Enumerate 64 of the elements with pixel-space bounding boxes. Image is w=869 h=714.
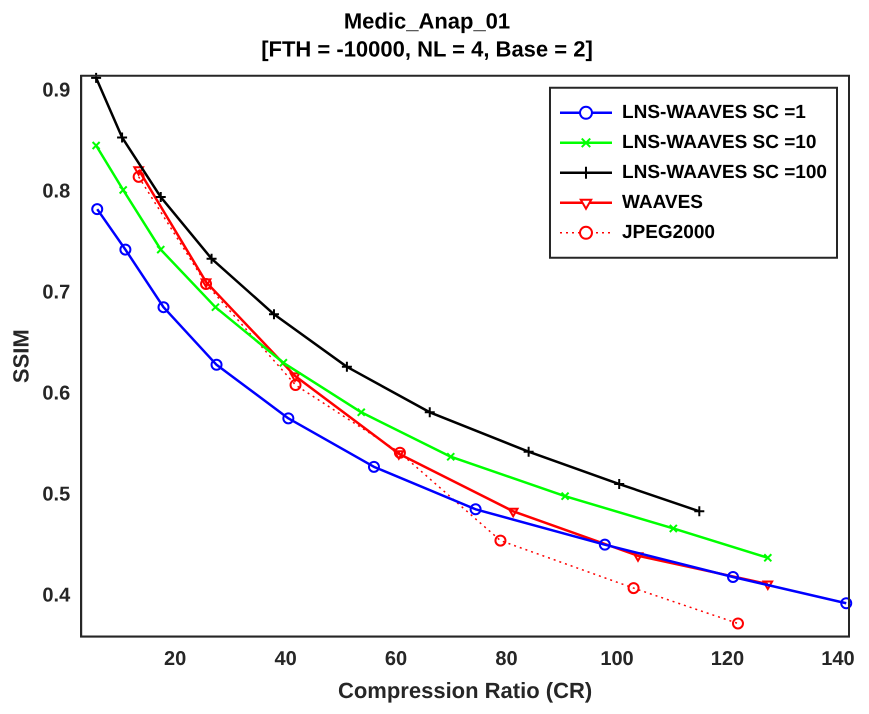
- legend-label: WAAVES: [622, 192, 703, 214]
- point: [290, 379, 302, 391]
- point: [119, 244, 132, 256]
- point: [340, 360, 353, 373]
- x-tick-label: 80: [495, 648, 518, 670]
- y-tick-label: 0.6: [42, 382, 70, 405]
- point: [91, 203, 104, 216]
- y-axis-title: SSIM: [8, 329, 34, 384]
- point: [210, 358, 223, 371]
- legend-label: JPEG2000: [622, 222, 715, 244]
- point: [210, 302, 220, 312]
- x-tick-label: 60: [384, 648, 408, 670]
- x-tick-label: 140: [821, 648, 855, 670]
- point: [356, 408, 366, 417]
- point: [90, 72, 102, 84]
- point: [268, 308, 280, 320]
- y-tick-label: 0.4: [42, 584, 72, 607]
- legend-label: LNS-WAAVES SC =10: [622, 132, 816, 154]
- point: [156, 245, 166, 254]
- point: [116, 131, 128, 144]
- point: [133, 166, 144, 176]
- point: [522, 446, 535, 458]
- x-tick-label: 100: [600, 648, 634, 670]
- point: [394, 446, 406, 459]
- point: [632, 552, 644, 562]
- point: [393, 450, 404, 460]
- x-tick-label: 120: [710, 648, 744, 670]
- point: [470, 503, 482, 516]
- point: [508, 508, 518, 518]
- point: [628, 582, 640, 594]
- point: [446, 452, 456, 462]
- y-tick-label: 0.8: [42, 180, 70, 203]
- y-tick-label: 0.7: [42, 282, 70, 304]
- x-tick-label: 20: [164, 648, 186, 670]
- point: [494, 534, 506, 547]
- point: [598, 538, 611, 551]
- point: [290, 372, 300, 382]
- point: [132, 170, 145, 183]
- point: [368, 460, 380, 473]
- point: [560, 492, 570, 501]
- legend-label: LNS-WAAVES SC =1: [622, 102, 806, 124]
- point: [727, 570, 739, 583]
- point: [762, 580, 774, 590]
- legend-label: LNS-WAAVES SC =100: [622, 162, 828, 184]
- chart-subtitle: [FTH = -10000, NL = 4, Base = 2]: [261, 36, 593, 62]
- point: [278, 358, 288, 368]
- point: [668, 524, 678, 534]
- y-tick-label: 0.9: [42, 79, 70, 102]
- y-tick-label: 0.5: [42, 484, 70, 506]
- x-axis-title: Compression Ratio (CR): [338, 678, 592, 703]
- point: [206, 252, 218, 265]
- point: [613, 478, 626, 490]
- point: [424, 406, 436, 418]
- point: [840, 597, 852, 610]
- point: [763, 553, 772, 562]
- point: [158, 301, 170, 314]
- point: [92, 140, 101, 150]
- x-tick-label: 40: [274, 648, 297, 670]
- point: [732, 617, 744, 630]
- point: [154, 191, 167, 204]
- point: [693, 505, 706, 518]
- point: [282, 412, 294, 424]
- chart-title: Medic_Anap_01: [344, 8, 510, 34]
- point: [118, 185, 128, 195]
